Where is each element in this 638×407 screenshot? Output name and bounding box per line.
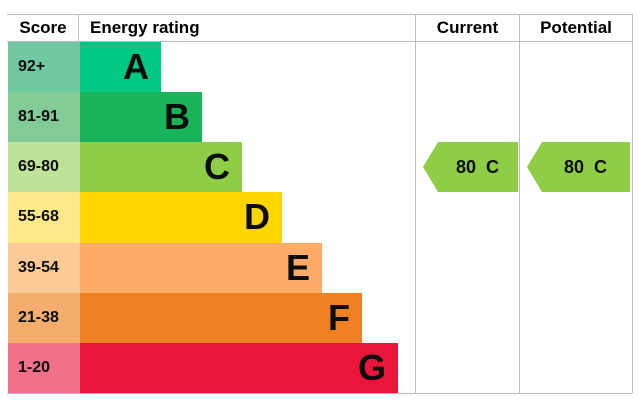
score-range-d: 55-68	[8, 192, 80, 243]
rating-row-g: 1-20 G	[8, 342, 632, 393]
band-bar-b: B	[80, 92, 202, 143]
top-border-line	[7, 14, 632, 15]
potential-column-divider-line	[519, 14, 520, 393]
header-divider-line	[7, 41, 632, 42]
band-bar-c: C	[80, 142, 242, 193]
energy-rating-column-header: Energy rating	[90, 17, 200, 37]
score-column-divider-line	[78, 14, 79, 41]
band-bar-g: G	[80, 342, 398, 393]
score-column-header: Score	[19, 17, 67, 37]
bottom-border-line	[7, 393, 632, 394]
current-rating-arrow: 80 C	[423, 142, 518, 192]
band-bar-e: E	[80, 242, 322, 293]
band-bar-a: A	[80, 42, 161, 93]
potential-column-header: Potential	[540, 17, 612, 37]
score-range-g: 1-20	[8, 342, 80, 393]
rating-row-a: 92+ A	[8, 42, 632, 93]
current-column-header: Current	[436, 17, 499, 37]
potential-rating-value: 80	[563, 156, 585, 177]
score-range-f: 21-38	[8, 292, 80, 343]
score-range-a: 92+	[8, 42, 80, 93]
rating-row-e: 39-54 E	[8, 242, 632, 293]
rating-row-f: 21-38 F	[8, 292, 632, 343]
rating-row-c: 69-80 C	[8, 142, 632, 193]
score-range-e: 39-54	[8, 242, 80, 293]
right-border-line	[632, 14, 633, 393]
potential-rating-arrow: 80 C	[527, 142, 630, 192]
rating-row-d: 55-68 D	[8, 192, 632, 243]
current-rating-value: 80	[455, 156, 477, 177]
current-column-divider-line	[415, 14, 416, 393]
current-rating-band: C	[486, 156, 500, 177]
score-range-b: 81-91	[8, 92, 80, 143]
potential-rating-band: C	[594, 156, 608, 177]
rating-row-b: 81-91 B	[8, 92, 632, 143]
band-bar-f: F	[80, 292, 362, 343]
score-range-c: 69-80	[8, 142, 80, 193]
rating-rows: 92+ A 81-91 B 69-80 C 55-68 D 39-54 E 21-38 F 1-20 G	[8, 42, 632, 393]
band-bar-d: D	[80, 192, 282, 243]
